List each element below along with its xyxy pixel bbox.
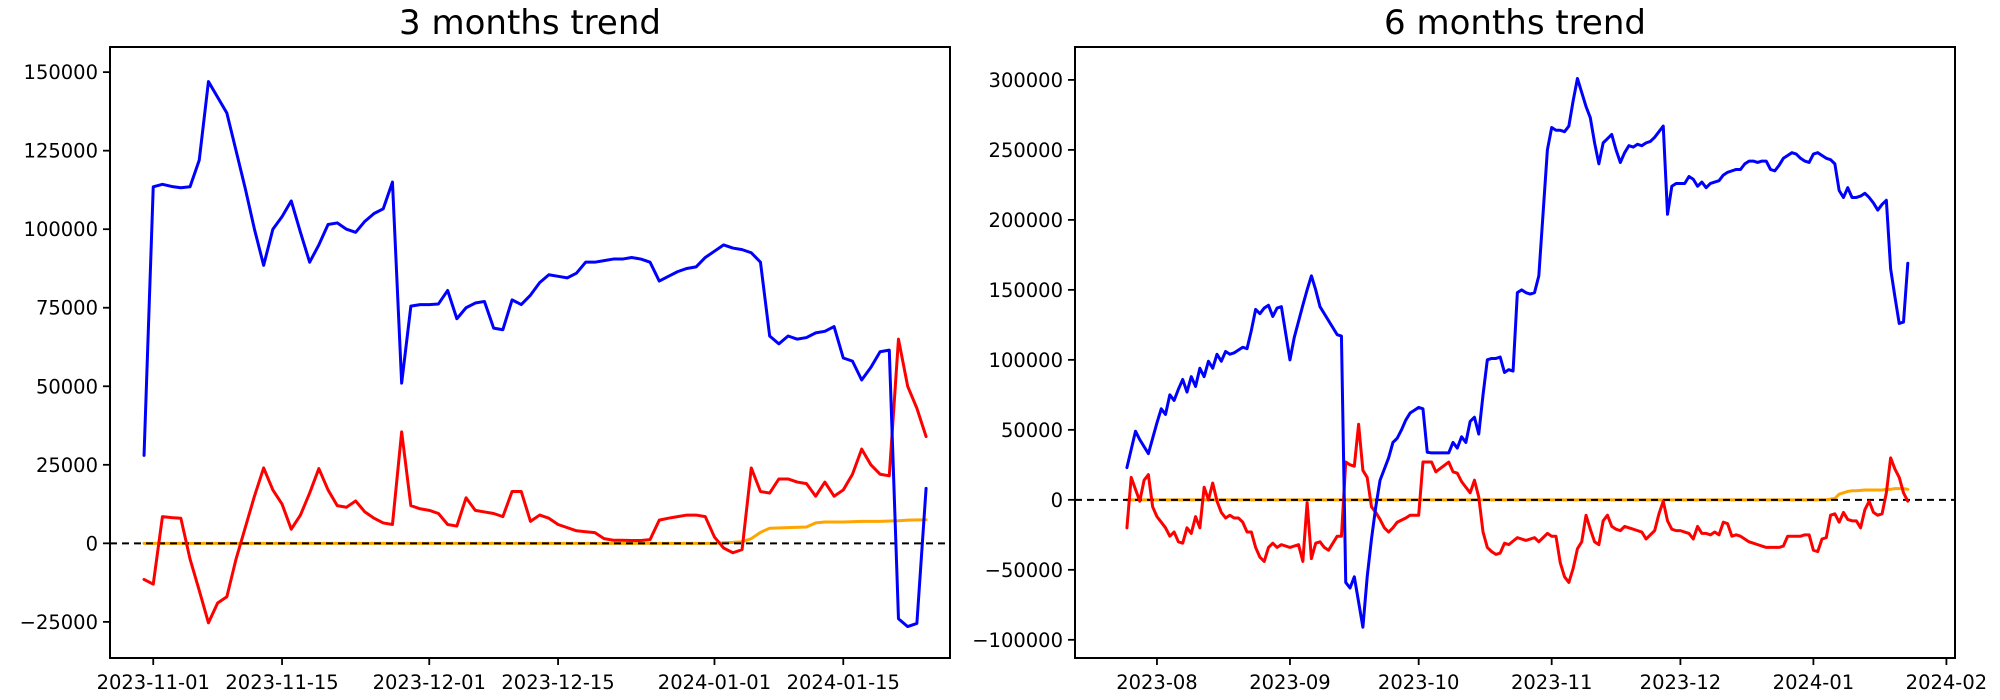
y-tick-label: 100000 [989, 349, 1063, 372]
x-tick-label: 2023-08 [1116, 671, 1197, 694]
axes-frame [109, 46, 951, 659]
y-tick-label: 200000 [989, 209, 1063, 232]
orange-line [142, 518, 928, 545]
y-tick-label: 50000 [36, 375, 98, 398]
x-tick-label: 2023-09 [1249, 671, 1330, 694]
y-tick-label: 50000 [1001, 419, 1063, 442]
y-tick-label: 150000 [989, 279, 1063, 302]
x-tick-label: 2023-10 [1378, 671, 1459, 694]
x-tick-label: 2023-12-01 [373, 671, 486, 694]
red-line [1125, 422, 1910, 584]
x-tick-label: 2024-02 [1906, 671, 1987, 694]
x-tick-label: 2024-01-01 [658, 671, 771, 694]
plot-svg-0: 2023-11-01 2023-11-15 2023-12-01 2023-12-15… [20, 46, 951, 694]
y-tick-label: −25000 [20, 611, 98, 634]
y-tick-label: 250000 [989, 139, 1063, 162]
y-tick-label: 300000 [989, 69, 1063, 92]
y-tick-label: 25000 [36, 454, 98, 477]
blue-line [142, 80, 928, 629]
y-tick-label: −50000 [985, 559, 1063, 582]
axes-frame [1074, 46, 1956, 659]
blue-line [1125, 76, 1910, 629]
red-line [142, 337, 928, 625]
plot-svg-1: 2023-08 2023-09 2023-10 2023-11 2023-12 2024-… [972, 46, 1987, 694]
y-tick-label: 0 [1051, 489, 1063, 512]
x-tick-label: 2023-12 [1640, 671, 1721, 694]
y-tick-label: −100000 [972, 629, 1063, 652]
y-tick-label: 75000 [36, 297, 98, 320]
y-tick-label: 100000 [24, 218, 98, 241]
chart-title-6-months: 6 months trend [1384, 3, 1646, 43]
x-tick-label: 2024-01 [1773, 671, 1854, 694]
x-tick-label: 2023-11-01 [97, 671, 210, 694]
x-tick-label: 2024-01-15 [787, 671, 900, 694]
x-tick-label: 2023-12-15 [501, 671, 614, 694]
y-tick-label: 0 [86, 532, 98, 555]
y-tick-label: 125000 [24, 140, 98, 163]
orange-line [1125, 487, 1910, 502]
x-tick-label: 2023-11 [1511, 671, 1592, 694]
x-tick-label: 2023-11-15 [225, 671, 338, 694]
chart-title-3-months: 3 months trend [399, 3, 661, 43]
y-tick-label: 150000 [24, 61, 98, 84]
